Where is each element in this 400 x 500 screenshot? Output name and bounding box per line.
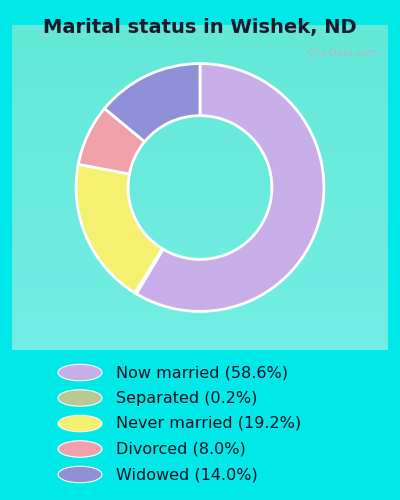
Wedge shape xyxy=(136,64,324,312)
Wedge shape xyxy=(104,64,200,142)
Text: Widowed (14.0%): Widowed (14.0%) xyxy=(116,467,258,482)
Wedge shape xyxy=(78,108,145,174)
Circle shape xyxy=(58,415,102,432)
Text: Divorced (8.0%): Divorced (8.0%) xyxy=(116,442,246,456)
Circle shape xyxy=(58,390,102,406)
Text: Separated (0.2%): Separated (0.2%) xyxy=(116,390,257,406)
Circle shape xyxy=(58,441,102,457)
Wedge shape xyxy=(76,164,162,293)
Wedge shape xyxy=(135,248,163,294)
Text: Marital status in Wishek, ND: Marital status in Wishek, ND xyxy=(43,18,357,36)
Text: Never married (19.2%): Never married (19.2%) xyxy=(116,416,301,431)
Text: Now married (58.6%): Now married (58.6%) xyxy=(116,365,288,380)
Circle shape xyxy=(58,466,102,483)
Circle shape xyxy=(58,364,102,381)
Text: City-Data.com: City-Data.com xyxy=(307,48,377,58)
